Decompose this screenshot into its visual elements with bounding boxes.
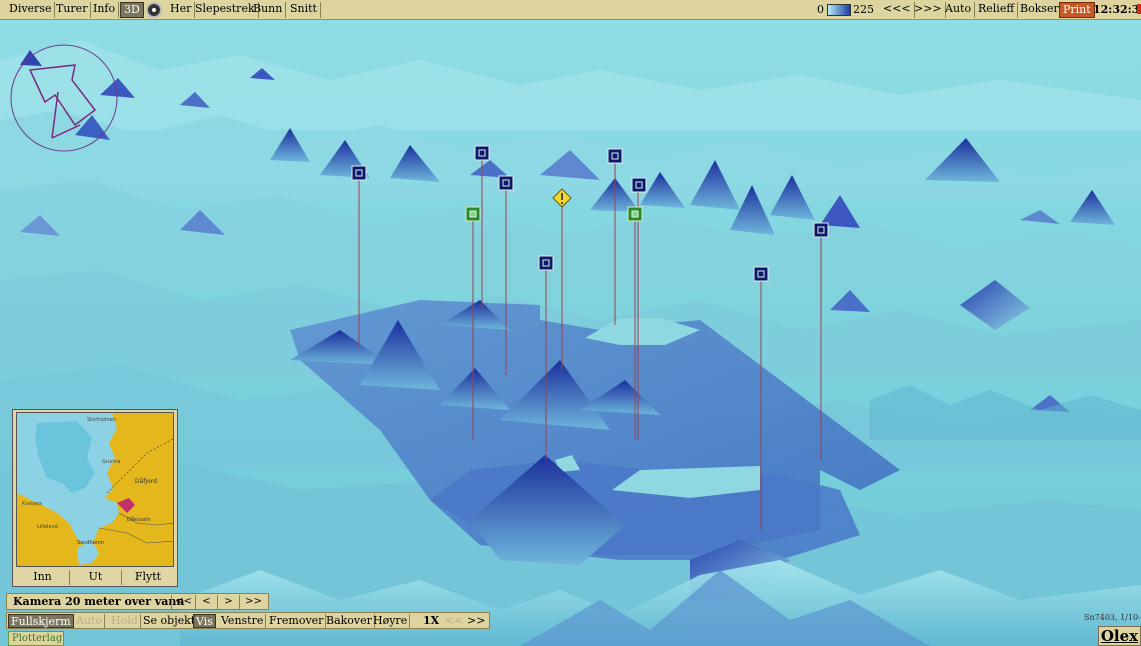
clock-marker (1137, 4, 1141, 14)
minimap-label-storholmen: Storholmen (87, 417, 116, 423)
minimap-label-diksvatn: Dåksvatn (127, 516, 151, 523)
left-button[interactable]: Venstre (219, 614, 267, 628)
square-marker-icon[interactable] (607, 148, 623, 164)
square-marker-icon[interactable] (631, 177, 647, 193)
camera-control-row: Kamera 20 meter over vann << < > >> (6, 593, 269, 610)
speed-down-button[interactable]: << (445, 614, 464, 627)
camera-fast-back-button[interactable]: << (171, 595, 195, 609)
menu-bunn[interactable]: Bunn (250, 2, 287, 18)
camera-forward-button[interactable]: > (217, 595, 239, 609)
auto-button[interactable]: Auto (942, 2, 976, 18)
menu-diverse[interactable]: Diverse (6, 2, 56, 18)
clock: 12:32:30 (1093, 3, 1141, 16)
print-button[interactable]: Print (1059, 2, 1095, 18)
plotter-layer-button[interactable]: Plotterlag (8, 631, 64, 646)
auto-view-button[interactable]: Auto (74, 614, 106, 628)
warning-marker-icon[interactable] (552, 188, 572, 208)
speed-label: 1X (423, 614, 440, 627)
minimap-chart: Dåfjord Dåksvatn Sandhamn Kvaløya Storho… (17, 413, 173, 566)
view-control-row: Fullskjerm Auto Hold Se objekt Vis Venst… (6, 612, 490, 629)
speed-up-button[interactable]: >> (467, 614, 486, 627)
camera-back-button[interactable]: < (195, 595, 217, 609)
terrain-svg (0, 20, 1141, 646)
map-move-button[interactable]: Flytt (134, 570, 162, 583)
zoom-next-button[interactable]: >>> (911, 2, 946, 18)
green-square-marker-icon[interactable] (465, 206, 481, 222)
menu-her[interactable]: Her (167, 2, 196, 18)
main-peaks (290, 290, 1070, 600)
hold-button[interactable]: Hold (109, 614, 141, 628)
bokser-button[interactable]: Bokser (1017, 2, 1063, 18)
square-marker-icon[interactable] (813, 222, 829, 238)
map-zoom-in-button[interactable]: Inn (16, 570, 70, 585)
serial-id: Sn7403, 1/10-20 (1084, 613, 1141, 622)
menu-info[interactable]: Info (90, 2, 120, 18)
square-marker-icon[interactable] (538, 255, 554, 271)
overview-minimap: Dåfjord Dåksvatn Sandhamn Kvaløya Storho… (12, 409, 178, 587)
forward-button[interactable]: Fremover (267, 614, 327, 628)
camera-fast-forward-button[interactable]: >> (239, 595, 267, 609)
square-marker-icon[interactable] (474, 145, 490, 161)
depth-scale-min: 0 (817, 3, 824, 16)
minimap-label-kvaloya: Kvaløya (22, 501, 42, 507)
menu-turer[interactable]: Turer (53, 2, 92, 18)
terrain-3d-view[interactable] (0, 20, 1141, 646)
right-button[interactable]: Høyre (371, 614, 411, 628)
zoom-prev-button[interactable]: <<< (880, 2, 915, 18)
show-button[interactable]: Vis (193, 614, 216, 628)
camera-height-label: Kamera 20 meter over vann (13, 595, 185, 608)
top-menu-bar: Diverse Turer Info 3D Her Slepestrek Bun… (0, 0, 1141, 20)
minimap-label-lilleland: Lilleland (37, 524, 58, 530)
markers-layer (351, 145, 829, 282)
map-zoom-out-button[interactable]: Ut (70, 570, 122, 585)
minimap-view[interactable]: Dåfjord Dåksvatn Sandhamn Kvaløya Storho… (16, 412, 174, 567)
menu-slepestrek[interactable]: Slepestrek (192, 2, 259, 18)
green-square-marker-icon[interactable] (627, 206, 643, 222)
minimap-label-grunna: Grunna (102, 459, 121, 465)
depth-color-scale (827, 4, 851, 16)
relieff-button[interactable]: Relieff (975, 2, 1019, 18)
marker-lines (358, 160, 822, 530)
fullscreen-button[interactable]: Fullskjerm (8, 614, 74, 628)
compass-arrow-icon (10, 44, 118, 152)
square-marker-icon[interactable] (351, 165, 367, 181)
square-marker-icon[interactable] (753, 266, 769, 282)
backward-button[interactable]: Bakover (324, 614, 375, 628)
minimap-label-doffjord: Dåfjord (135, 478, 157, 485)
menu-3d[interactable]: 3D (120, 2, 144, 18)
depth-scale-max: 225 (853, 3, 874, 16)
menu-snitt[interactable]: Snitt (287, 2, 321, 18)
eye-icon[interactable] (146, 2, 162, 18)
minimap-label-sandhamn: Sandhamn (77, 540, 104, 546)
view-object-button[interactable]: Se objekt (141, 614, 199, 628)
olex-logo: Olex (1098, 626, 1141, 646)
square-marker-icon[interactable] (498, 175, 514, 191)
